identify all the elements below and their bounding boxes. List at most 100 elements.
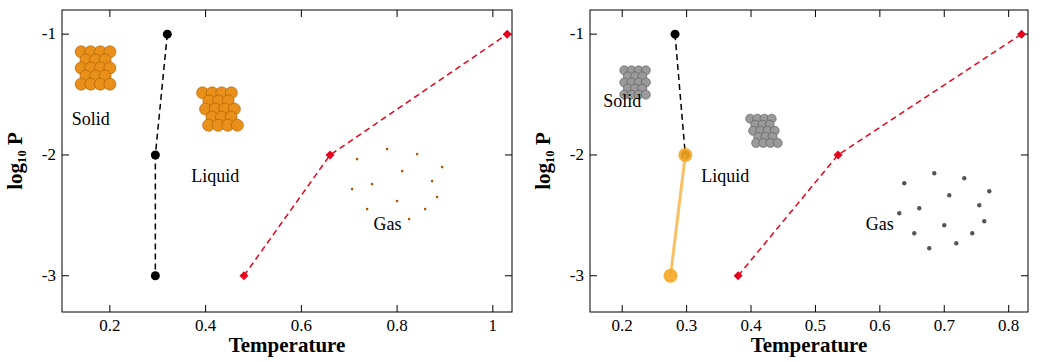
panel: 0.20.40.60.81-3-2-1Temperaturelog₁₀ PSol… bbox=[3, 10, 512, 357]
x-tick-label: 0.6 bbox=[869, 316, 890, 335]
y-axis-title: log₁₀ P bbox=[531, 132, 555, 190]
y-tick-label: -3 bbox=[42, 266, 56, 285]
x-tick bbox=[205, 10, 206, 17]
atom bbox=[416, 153, 419, 156]
atom bbox=[408, 218, 411, 221]
atom bbox=[932, 171, 936, 175]
x-tick bbox=[397, 10, 398, 17]
x-tick-label: 0.2 bbox=[99, 316, 120, 335]
atom bbox=[351, 188, 354, 191]
x-tick-label: 0.2 bbox=[612, 316, 633, 335]
cluster-picture bbox=[75, 46, 116, 90]
marker bbox=[151, 150, 160, 159]
region-label: Liquid bbox=[701, 166, 749, 186]
x-tick bbox=[879, 305, 880, 312]
region-label: Solid bbox=[603, 91, 641, 111]
marker bbox=[239, 271, 248, 280]
atom bbox=[366, 208, 369, 211]
x-tick bbox=[944, 10, 945, 17]
atom bbox=[436, 196, 439, 199]
atom bbox=[897, 211, 901, 215]
x-tick bbox=[944, 305, 945, 312]
atom bbox=[912, 231, 916, 235]
x-tick-label: 0.3 bbox=[676, 316, 697, 335]
y-tick bbox=[590, 154, 597, 155]
x-axis-title: Temperature bbox=[229, 333, 346, 357]
cluster-picture bbox=[746, 114, 783, 147]
series-line bbox=[738, 34, 1021, 276]
atom bbox=[104, 78, 116, 90]
x-tick bbox=[686, 305, 687, 312]
atom bbox=[641, 90, 650, 99]
x-tick bbox=[879, 10, 880, 17]
atom bbox=[917, 206, 921, 210]
x-tick bbox=[109, 10, 110, 17]
atom bbox=[942, 223, 946, 227]
marker bbox=[151, 271, 160, 280]
marker bbox=[833, 150, 842, 159]
x-tick-label: 1 bbox=[489, 316, 498, 335]
y-tick-label: -1 bbox=[570, 24, 584, 43]
cluster-picture bbox=[897, 171, 991, 250]
atom bbox=[231, 119, 243, 131]
y-tick-label: -2 bbox=[42, 145, 56, 164]
y-tick-label: -3 bbox=[570, 266, 584, 285]
data-layer bbox=[664, 30, 1027, 283]
data-layer bbox=[151, 30, 512, 281]
marker bbox=[678, 148, 692, 162]
x-tick bbox=[622, 305, 623, 312]
y-tick bbox=[62, 34, 69, 35]
y-tick bbox=[590, 275, 597, 276]
y-tick-label: -2 bbox=[570, 145, 584, 164]
plot-frame bbox=[590, 10, 1028, 312]
y-axis-title: log₁₀ P bbox=[3, 132, 27, 190]
x-tick bbox=[686, 10, 687, 17]
marker bbox=[503, 30, 512, 39]
region-label: Gas bbox=[866, 214, 894, 234]
atom bbox=[954, 241, 958, 245]
x-tick bbox=[751, 305, 752, 312]
x-tick bbox=[622, 10, 623, 17]
x-tick bbox=[815, 10, 816, 17]
atom bbox=[396, 200, 399, 203]
x-axis-title: Temperature bbox=[751, 333, 868, 357]
atom bbox=[371, 183, 374, 186]
atom bbox=[977, 203, 981, 207]
marker bbox=[671, 30, 680, 39]
atom bbox=[386, 148, 389, 151]
y-tick bbox=[62, 275, 69, 276]
atom bbox=[356, 158, 359, 161]
y-tick bbox=[590, 34, 597, 35]
marker bbox=[664, 269, 678, 283]
atom bbox=[962, 176, 966, 180]
figure: 0.20.40.60.81-3-2-1Temperaturelog₁₀ PSol… bbox=[0, 0, 1040, 362]
x-tick-label: 0.7 bbox=[934, 316, 956, 335]
x-tick bbox=[751, 10, 752, 17]
x-tick bbox=[205, 305, 206, 312]
atom bbox=[982, 219, 986, 223]
x-tick bbox=[1008, 10, 1009, 17]
marker bbox=[734, 271, 743, 280]
region-label: Gas bbox=[374, 214, 402, 234]
x-tick bbox=[397, 305, 398, 312]
x-tick bbox=[1008, 305, 1009, 312]
atom bbox=[947, 193, 951, 197]
y-tick-label: -1 bbox=[42, 24, 56, 43]
x-tick bbox=[301, 305, 302, 312]
region-label: Solid bbox=[72, 109, 110, 129]
marker bbox=[163, 30, 172, 39]
atom bbox=[927, 246, 931, 250]
atom bbox=[401, 170, 404, 173]
y-tick bbox=[1021, 275, 1028, 276]
atom bbox=[441, 166, 444, 169]
x-tick bbox=[492, 305, 493, 312]
marker bbox=[1017, 30, 1026, 39]
y-tick bbox=[505, 275, 512, 276]
cluster-picture bbox=[197, 87, 244, 131]
x-tick-label: 0.4 bbox=[195, 316, 217, 335]
atom bbox=[773, 138, 782, 147]
atom bbox=[424, 208, 427, 211]
x-tick bbox=[815, 305, 816, 312]
y-tick bbox=[505, 154, 512, 155]
atom bbox=[431, 180, 434, 183]
